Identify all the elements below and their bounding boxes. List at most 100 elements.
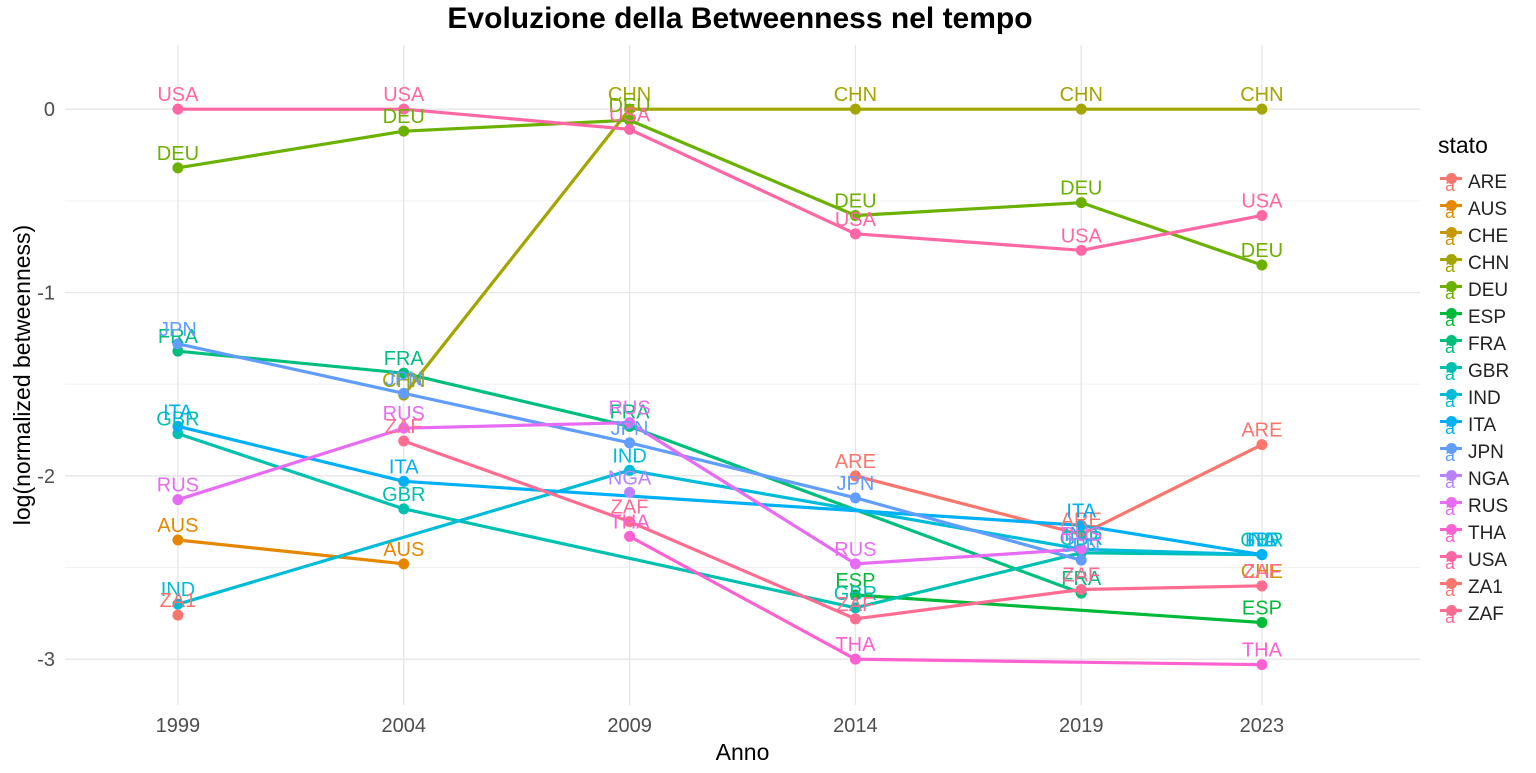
data-label-rus: RUS [383,403,425,425]
data-label-ita: ITA [1247,530,1277,552]
data-point-chn [1075,103,1087,115]
data-point-zaf [398,435,410,447]
data-point-rus [624,417,636,429]
data-label-rus: RUS [608,398,650,420]
legend-key-text-glyph: a [1445,336,1456,357]
data-label-esp: ESP [835,570,875,592]
data-point-nga [624,486,636,498]
data-point-usa [849,228,861,240]
legend-key: a [1438,575,1464,601]
data-point-zaf [1075,584,1087,595]
legend-key-point [1446,496,1457,508]
data-label-usa: USA [835,209,877,231]
data-point-aus [172,534,184,546]
data-point-esp [1256,617,1268,628]
data-label-gbr: GBR [156,409,199,431]
data-label-usa: USA [383,84,425,106]
y-tick-label: 0 [44,99,55,121]
data-label-tha: THA [610,511,651,533]
legend-key: a [1438,440,1464,466]
data-label-zaf: ZAF [611,497,649,519]
legend-key-text-glyph: a [1445,552,1456,573]
legend-key: a [1438,224,1464,250]
data-label-tha: THA [835,634,876,656]
legend-title: stato [1438,132,1488,158]
legend-key-text-glyph: a [1445,309,1456,330]
data-point-chn [624,103,636,115]
data-point-usa [172,103,184,115]
legend-key: a [1438,332,1464,358]
data-point-deu [849,210,861,221]
legend-key-point [1446,280,1457,292]
data-label-esp: ESP [1242,598,1282,620]
data-label-usa: USA [1241,191,1283,213]
legend-label: DEU [1468,279,1509,301]
data-point-deu [398,125,410,137]
legend-label: ESP [1468,306,1507,328]
data-point-aus [398,558,410,570]
data-label-jpn: JPN [385,368,423,390]
legend-label: ITA [1468,414,1497,436]
y-tick-label: -3 [37,649,55,671]
data-label-ind: IND [612,445,646,467]
data-label-jpn: JPN [837,473,875,495]
legend-item-aus: a AUS [1438,196,1509,223]
legend-item-zaf: a ZAF [1438,601,1509,628]
data-point-zaf [624,516,636,528]
data-label-nga: NGA [608,467,652,489]
legend-key: a [1438,413,1464,439]
legend-key-text-glyph: a [1445,606,1456,627]
x-axis-label: Anno [716,739,770,765]
data-point-chn [1256,103,1268,115]
legend-label: ZA1 [1468,576,1503,598]
legend-key-point [1446,577,1457,589]
legend-item-tha: a THA [1438,520,1509,547]
legend-key-point [1446,388,1457,400]
data-label-jpn: JPN [1062,535,1100,557]
data-label-deu: DEU [608,95,650,117]
legend-item-nga: a NGA [1438,466,1509,493]
data-point-ind [172,598,184,610]
data-label-deu: DEU [834,191,876,213]
data-point-tha [1256,659,1268,671]
data-label-chn: CHN [382,370,425,392]
legend-key: a [1438,170,1464,196]
data-point-usa [1256,210,1268,221]
data-label-ind: IND [1245,530,1279,552]
legend-label: ARE [1468,171,1508,193]
legend-key-text-glyph: a [1445,471,1456,492]
x-tick-label: 2023 [1240,715,1285,737]
legend-item-gbr: a GBR [1438,358,1509,385]
legend-item-rus: a RUS [1438,493,1509,520]
legend-key: a [1438,359,1464,385]
legend-item-are: a ARE [1438,169,1509,196]
data-label-rus: RUS [1060,524,1102,546]
legend-items: a ARE a AUS a CHE a CHN a DEU a ESP a FRA a GBR a IND a ITA… [1438,169,1509,628]
legend-item-esp: a ESP [1438,304,1509,331]
legend-item-usa: a USA [1438,547,1509,574]
legend-label: JPN [1468,441,1504,463]
legend-key-point [1446,226,1457,238]
legend-key-text-glyph: a [1445,363,1456,384]
legend-label: IND [1468,387,1501,409]
x-tick-label: 1999 [156,715,201,737]
data-label-deu: DEU [1241,240,1283,262]
legend-key-point [1446,523,1457,535]
data-point-deu [1075,197,1087,209]
legend-label: THA [1468,522,1506,544]
legend-key-text-glyph: a [1445,444,1456,465]
legend-key-point [1446,253,1457,265]
legend-key-point [1446,199,1457,211]
data-label-ind: IND [161,579,195,601]
data-label-chn: CHN [834,84,877,106]
data-point-esp [849,589,861,601]
grid-lines [65,45,1420,705]
legend-key-point [1446,442,1457,454]
legend-key: a [1438,521,1464,547]
data-label-ita: ITA [389,456,419,478]
legend-key-text-glyph: a [1445,174,1456,195]
series-line-esp [855,593,1263,625]
legend-key-point [1446,604,1457,616]
data-label-fra: FRA [610,401,651,423]
legend-key-point [1446,307,1457,319]
